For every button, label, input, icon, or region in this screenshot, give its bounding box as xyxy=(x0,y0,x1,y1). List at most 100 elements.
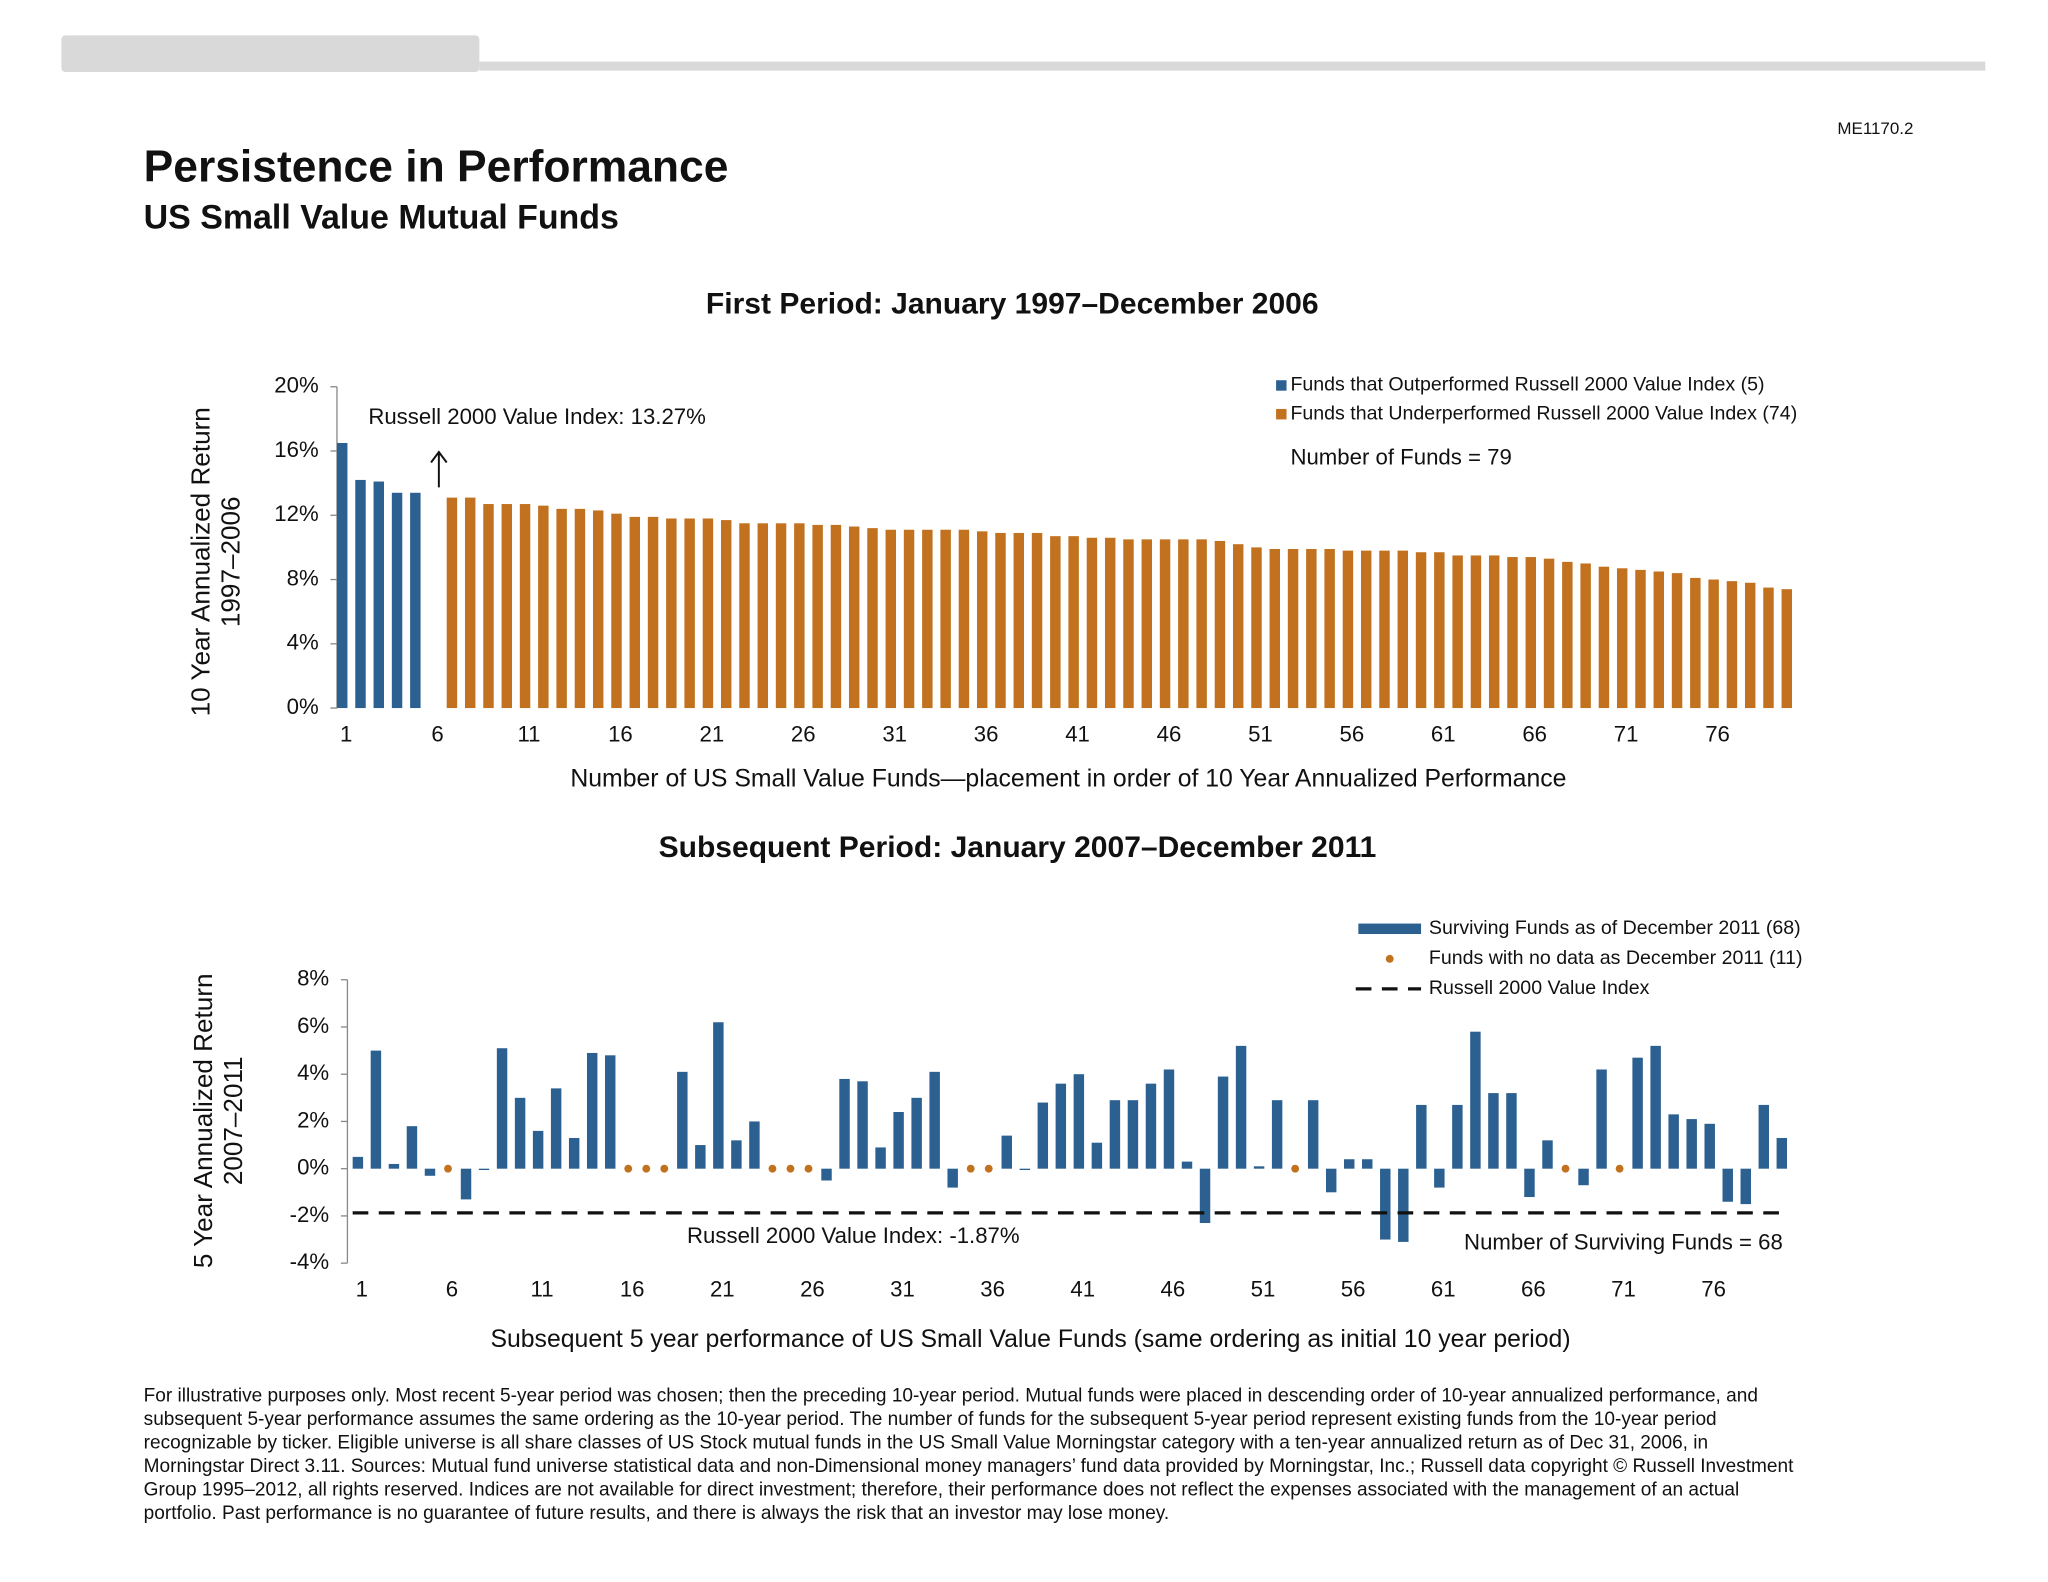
bar xyxy=(702,518,714,709)
bar xyxy=(406,1126,418,1169)
bar xyxy=(1776,1137,1788,1169)
bar xyxy=(1104,537,1116,709)
bar xyxy=(1091,1142,1103,1169)
bar xyxy=(1650,1045,1661,1169)
bar xyxy=(821,1168,832,1181)
bar xyxy=(1217,1076,1229,1169)
no-data-dot xyxy=(984,1164,993,1173)
bar xyxy=(478,1168,490,1170)
bar xyxy=(1306,549,1317,709)
bar xyxy=(1542,1140,1553,1169)
annotation: Number of Surviving Funds = 68 xyxy=(1464,1229,1783,1254)
no-data-dot xyxy=(444,1164,452,1173)
bar xyxy=(1031,532,1043,709)
bar xyxy=(1123,539,1134,709)
y-tick-label: 20% xyxy=(274,373,318,398)
bar xyxy=(757,523,768,709)
x-tick-label: 1 xyxy=(356,1276,368,1301)
y-tick-label: 8% xyxy=(287,565,319,590)
bar xyxy=(1181,1161,1193,1169)
bar xyxy=(1452,1104,1463,1169)
bar xyxy=(885,529,896,709)
bar xyxy=(1253,1166,1265,1169)
bar xyxy=(1488,1093,1499,1169)
bar xyxy=(1744,582,1756,709)
bar xyxy=(911,1097,922,1169)
bar xyxy=(410,492,421,709)
bar xyxy=(1506,1093,1517,1169)
y-tick-label: -2% xyxy=(290,1202,329,1227)
bar xyxy=(1269,549,1280,709)
bar xyxy=(713,1022,724,1169)
bar xyxy=(739,523,750,709)
bar xyxy=(1251,547,1262,709)
bar xyxy=(1524,1168,1535,1198)
bar xyxy=(666,518,677,709)
bar xyxy=(893,1112,904,1169)
bar xyxy=(1019,1168,1031,1170)
bar xyxy=(958,529,970,709)
bar xyxy=(1086,537,1098,709)
bar xyxy=(388,1163,400,1169)
x-axis-label: Subsequent 5 year performance of US Smal… xyxy=(490,1326,1570,1353)
bar xyxy=(629,516,640,709)
no-data-dot xyxy=(1291,1164,1300,1173)
y-tick-label: 4% xyxy=(287,630,319,655)
page-code: ME1170.2 xyxy=(1837,119,1913,138)
footnote-line: recognizable by ticker. Eligible univers… xyxy=(144,1433,1708,1454)
bar xyxy=(1344,1159,1355,1169)
bar xyxy=(848,526,860,709)
bar xyxy=(532,1130,544,1169)
bar xyxy=(749,1121,760,1169)
bar xyxy=(1543,558,1555,709)
bar xyxy=(922,529,933,709)
bar xyxy=(1287,549,1299,709)
y-tick-label: 2% xyxy=(297,1107,329,1132)
bar xyxy=(424,1168,436,1176)
footnote-line: For illustrative purposes only. Most rec… xyxy=(144,1386,1758,1407)
footnote-line: subsequent 5-year performance assumes th… xyxy=(144,1409,1717,1430)
bar xyxy=(460,1168,472,1200)
y-tick-label: 8% xyxy=(297,966,329,991)
x-tick-label: 21 xyxy=(710,1276,735,1301)
legend-label: Russell 2000 Value Index xyxy=(1429,977,1650,999)
bar xyxy=(501,504,512,709)
x-tick-label: 56 xyxy=(1339,721,1364,746)
bar xyxy=(1635,569,1646,709)
legend-swatch xyxy=(1276,380,1287,391)
bar xyxy=(519,504,531,709)
y-tick-label: 0% xyxy=(297,1155,329,1180)
bar xyxy=(1196,539,1207,709)
bar xyxy=(647,516,659,709)
header-bar xyxy=(479,61,1986,71)
bar xyxy=(483,504,494,709)
bar xyxy=(1141,539,1152,709)
legend-swatch xyxy=(1276,408,1287,420)
annotation: Russell 2000 Value Index: 13.27% xyxy=(368,404,706,429)
bar xyxy=(1397,550,1408,709)
index-arrow xyxy=(430,450,448,488)
bar xyxy=(568,1137,580,1169)
bar xyxy=(1632,1057,1643,1169)
footnote-line: portfolio. Past performance is no guaran… xyxy=(144,1503,1170,1524)
bar xyxy=(586,1052,598,1169)
no-data-dot xyxy=(804,1164,813,1173)
x-tick-label: 16 xyxy=(620,1276,645,1301)
bar xyxy=(1686,1119,1697,1169)
bar xyxy=(929,1071,940,1169)
x-tick-label: 6 xyxy=(431,721,443,746)
bar xyxy=(352,1156,364,1169)
bar xyxy=(1415,552,1427,709)
no-data-dot xyxy=(966,1164,975,1173)
no-data-dot xyxy=(642,1164,651,1173)
bar xyxy=(1653,571,1664,709)
bar xyxy=(1708,579,1719,709)
bar xyxy=(857,1081,868,1169)
x-tick-label: 36 xyxy=(974,721,999,746)
y-axis-label: 10 Year Annualized Return xyxy=(185,407,215,716)
bar xyxy=(373,481,384,709)
bar xyxy=(1199,1168,1211,1224)
x-tick-label: 6 xyxy=(446,1276,458,1301)
x-tick-label: 56 xyxy=(1341,1276,1366,1301)
